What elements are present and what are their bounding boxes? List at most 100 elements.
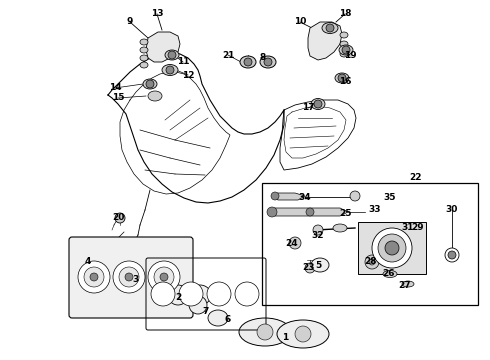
Ellipse shape xyxy=(189,285,211,305)
Ellipse shape xyxy=(402,281,414,287)
Ellipse shape xyxy=(335,73,349,83)
Circle shape xyxy=(271,192,279,200)
Circle shape xyxy=(125,273,133,281)
Circle shape xyxy=(154,267,174,287)
Text: 31: 31 xyxy=(402,224,414,233)
Text: 24: 24 xyxy=(286,238,298,248)
Text: 27: 27 xyxy=(399,280,411,289)
Ellipse shape xyxy=(311,99,325,109)
Ellipse shape xyxy=(143,79,157,89)
Text: 2: 2 xyxy=(175,293,181,302)
Circle shape xyxy=(168,51,176,59)
Circle shape xyxy=(84,267,104,287)
Ellipse shape xyxy=(168,285,188,305)
Circle shape xyxy=(160,273,168,281)
Text: 15: 15 xyxy=(112,94,124,103)
Text: 20: 20 xyxy=(112,213,124,222)
Ellipse shape xyxy=(340,32,348,38)
Ellipse shape xyxy=(240,56,256,68)
Circle shape xyxy=(338,74,346,82)
Text: 14: 14 xyxy=(109,84,122,93)
Circle shape xyxy=(369,259,375,265)
Circle shape xyxy=(166,66,174,74)
Text: 16: 16 xyxy=(339,77,351,86)
Circle shape xyxy=(148,261,180,293)
Ellipse shape xyxy=(189,296,207,314)
Text: 28: 28 xyxy=(364,257,376,266)
Circle shape xyxy=(146,80,154,88)
Text: 17: 17 xyxy=(302,104,314,112)
Circle shape xyxy=(350,191,360,201)
Ellipse shape xyxy=(322,22,338,33)
Ellipse shape xyxy=(140,55,148,61)
Text: 12: 12 xyxy=(182,71,194,80)
Ellipse shape xyxy=(140,62,148,68)
Ellipse shape xyxy=(340,51,348,57)
Bar xyxy=(262,183,478,305)
Circle shape xyxy=(78,261,110,293)
Ellipse shape xyxy=(207,282,231,306)
Polygon shape xyxy=(268,208,348,216)
Polygon shape xyxy=(308,22,342,60)
Ellipse shape xyxy=(208,310,228,326)
Text: 23: 23 xyxy=(302,264,314,273)
Text: 25: 25 xyxy=(339,210,351,219)
Ellipse shape xyxy=(179,282,203,306)
Ellipse shape xyxy=(148,91,162,101)
Circle shape xyxy=(267,207,277,217)
Ellipse shape xyxy=(151,282,175,306)
Ellipse shape xyxy=(165,50,179,60)
Circle shape xyxy=(244,58,252,66)
Bar xyxy=(358,222,426,274)
Text: 26: 26 xyxy=(382,270,394,279)
Text: 29: 29 xyxy=(412,224,424,233)
Ellipse shape xyxy=(235,282,259,306)
Circle shape xyxy=(264,58,272,66)
Text: 4: 4 xyxy=(85,257,91,266)
Circle shape xyxy=(90,273,98,281)
Text: 18: 18 xyxy=(339,9,351,18)
Text: 34: 34 xyxy=(299,193,311,202)
Text: 8: 8 xyxy=(260,54,266,63)
Text: 11: 11 xyxy=(177,58,189,67)
Text: 7: 7 xyxy=(203,307,209,316)
Ellipse shape xyxy=(140,39,148,45)
Text: 3: 3 xyxy=(132,274,138,284)
Text: 6: 6 xyxy=(225,315,231,324)
Polygon shape xyxy=(146,32,180,62)
Circle shape xyxy=(445,248,459,262)
Circle shape xyxy=(342,46,350,54)
Text: 32: 32 xyxy=(312,230,324,239)
Circle shape xyxy=(326,24,334,32)
Circle shape xyxy=(115,213,125,223)
Circle shape xyxy=(372,228,412,268)
FancyBboxPatch shape xyxy=(69,237,193,318)
Ellipse shape xyxy=(162,64,178,76)
Ellipse shape xyxy=(277,320,329,348)
Circle shape xyxy=(295,326,311,342)
Ellipse shape xyxy=(383,270,397,278)
Circle shape xyxy=(385,241,399,255)
Text: 35: 35 xyxy=(384,193,396,202)
Polygon shape xyxy=(272,193,305,200)
Circle shape xyxy=(305,263,315,273)
Circle shape xyxy=(314,100,322,108)
Text: 33: 33 xyxy=(369,206,381,215)
Circle shape xyxy=(448,251,456,259)
Circle shape xyxy=(113,261,145,293)
Text: 5: 5 xyxy=(315,261,321,270)
Text: 1: 1 xyxy=(282,333,288,342)
Ellipse shape xyxy=(311,258,329,272)
Ellipse shape xyxy=(333,224,347,232)
Circle shape xyxy=(289,237,301,249)
Text: 30: 30 xyxy=(446,206,458,215)
Ellipse shape xyxy=(140,47,148,53)
Text: 9: 9 xyxy=(127,18,133,27)
Circle shape xyxy=(365,255,379,269)
Circle shape xyxy=(378,234,406,262)
Circle shape xyxy=(257,324,273,340)
Ellipse shape xyxy=(339,45,353,55)
Text: 22: 22 xyxy=(409,172,421,181)
Circle shape xyxy=(119,267,139,287)
Text: 21: 21 xyxy=(222,50,234,59)
